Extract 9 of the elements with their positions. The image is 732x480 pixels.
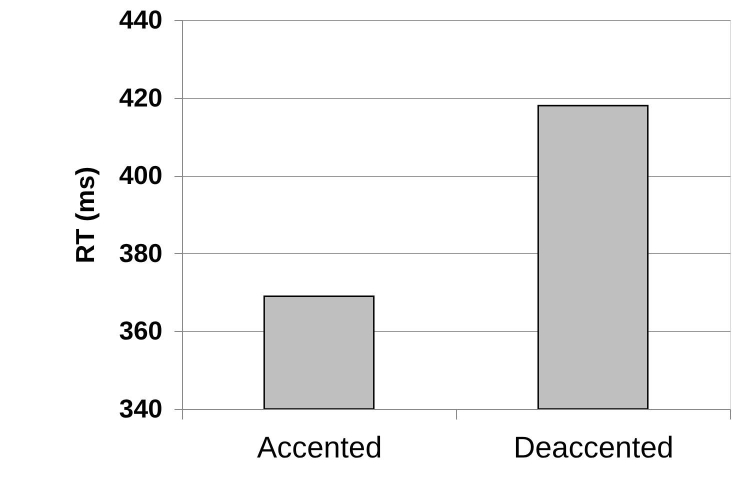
y-tick-label: 380 (119, 238, 162, 268)
y-tick-label: 400 (119, 160, 162, 190)
y-tick-label: 340 (119, 394, 162, 424)
y-axis-title: RT (ms) (70, 166, 100, 264)
y-tick-label: 360 (119, 316, 162, 346)
y-tick-label: 440 (119, 4, 162, 34)
y-tick-label: 420 (119, 82, 162, 112)
x-tick-label: Deaccented (513, 432, 674, 464)
x-tick-label: Accented (256, 432, 382, 464)
